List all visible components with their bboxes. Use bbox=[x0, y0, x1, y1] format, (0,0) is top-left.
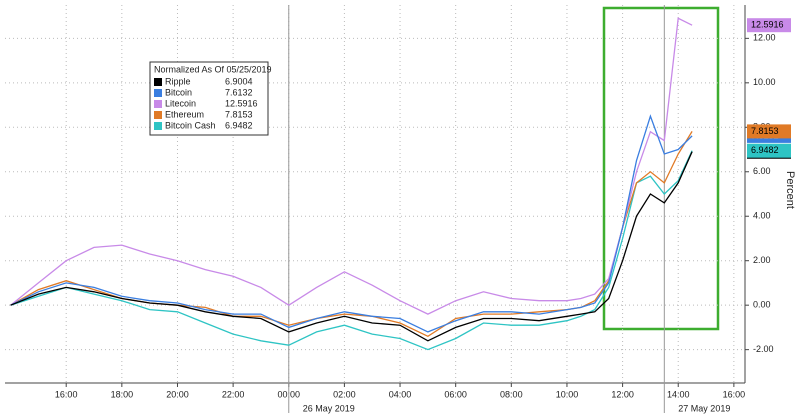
legend-swatch bbox=[154, 100, 162, 108]
x-tick-label: 04:00 bbox=[389, 389, 412, 399]
x-tick-label: 16:00 bbox=[55, 389, 78, 399]
series-line bbox=[10, 151, 693, 342]
y-tick-label: 12.00 bbox=[753, 33, 776, 43]
x-tick-label: 02:00 bbox=[333, 389, 356, 399]
legend-label: Bitcoin Cash bbox=[165, 120, 216, 130]
legend-label: Ripple bbox=[165, 76, 191, 86]
x-tick-label: 16:00 bbox=[723, 389, 746, 399]
legend: Normalized As Of 05/25/2019 Ripple 6.9004 B… bbox=[149, 61, 272, 136]
y-tick-label: 10.00 bbox=[753, 77, 776, 87]
x-tick-label: 08:00 bbox=[500, 389, 523, 399]
legend-label: Ethereum bbox=[165, 109, 204, 119]
legend-label: Litecoin bbox=[165, 98, 196, 108]
x-tick-label: 20:00 bbox=[166, 389, 189, 399]
x-tick-label: 14:00 bbox=[667, 389, 690, 399]
legend-value: 6.9482 bbox=[225, 120, 253, 130]
y-axis-title: Percent bbox=[784, 171, 796, 209]
legend-swatch bbox=[154, 111, 162, 119]
date-label: 26 May 2019 bbox=[303, 403, 355, 413]
date-label: 27 May 2019 bbox=[678, 403, 730, 413]
legend-value: 6.9004 bbox=[225, 76, 253, 86]
legend-label: Bitcoin bbox=[165, 87, 192, 97]
y-tick-label: 2.00 bbox=[753, 255, 771, 265]
highlight-box bbox=[602, 6, 720, 331]
value-tag bbox=[747, 124, 791, 139]
value-tag-label: 7.8153 bbox=[751, 126, 779, 136]
y-tick-label: -2.00 bbox=[753, 344, 774, 354]
legend-title: Normalized As Of 05/25/2019 bbox=[154, 64, 272, 74]
x-tick-label: 12:00 bbox=[611, 389, 634, 399]
legend-value: 7.8153 bbox=[225, 109, 253, 119]
value-tag-label: 12.5916 bbox=[751, 20, 784, 30]
x-tick-label: 10:00 bbox=[556, 389, 579, 399]
legend-swatch bbox=[154, 78, 162, 86]
y-tick-label: 0.00 bbox=[753, 300, 771, 310]
y-tick-label: 4.00 bbox=[753, 211, 771, 221]
legend-box bbox=[149, 61, 269, 136]
value-tag bbox=[747, 18, 791, 33]
value-tag-label: 6.9482 bbox=[751, 145, 779, 155]
legend-value: 7.6132 bbox=[225, 87, 253, 97]
series-line bbox=[10, 114, 693, 333]
legend-value: 12.5916 bbox=[225, 98, 258, 108]
x-tick-label: 18:00 bbox=[111, 389, 134, 399]
series-line bbox=[10, 150, 693, 351]
value-tag bbox=[747, 143, 791, 158]
x-tick-label: 22:00 bbox=[222, 389, 245, 399]
y-tick-label: 6.00 bbox=[753, 166, 771, 176]
legend-swatch bbox=[154, 122, 162, 130]
x-tick-label: 06:00 bbox=[444, 389, 467, 399]
legend-swatch bbox=[154, 89, 162, 97]
